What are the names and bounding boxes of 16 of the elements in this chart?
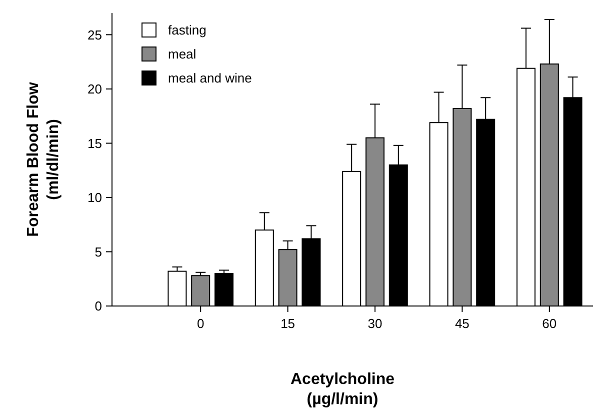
x-axis-title: Acetylcholine (µg/l/min)	[290, 371, 395, 408]
y-axis-title: Forearm Blood Flow (ml/dl/min)	[25, 82, 62, 237]
legend-label: fasting	[168, 22, 206, 38]
y-tick-label: 0	[94, 298, 102, 314]
y-tick-label: 10	[88, 190, 102, 206]
x-tick-label: 15	[280, 316, 296, 331]
x-tick-label: 30	[368, 316, 382, 331]
legend-label: meal	[168, 46, 196, 62]
y-tick-label: 20	[88, 82, 102, 97]
y-tick-label: 15	[88, 136, 102, 151]
x-tick-label: 45	[454, 316, 470, 331]
x-tick-label: 60	[542, 316, 557, 331]
y-tick-label: 5	[94, 244, 102, 260]
y-tick-label: 25	[88, 27, 102, 42]
x-tick-label: 0	[196, 316, 204, 331]
legend-label: meal and wine	[168, 70, 252, 86]
